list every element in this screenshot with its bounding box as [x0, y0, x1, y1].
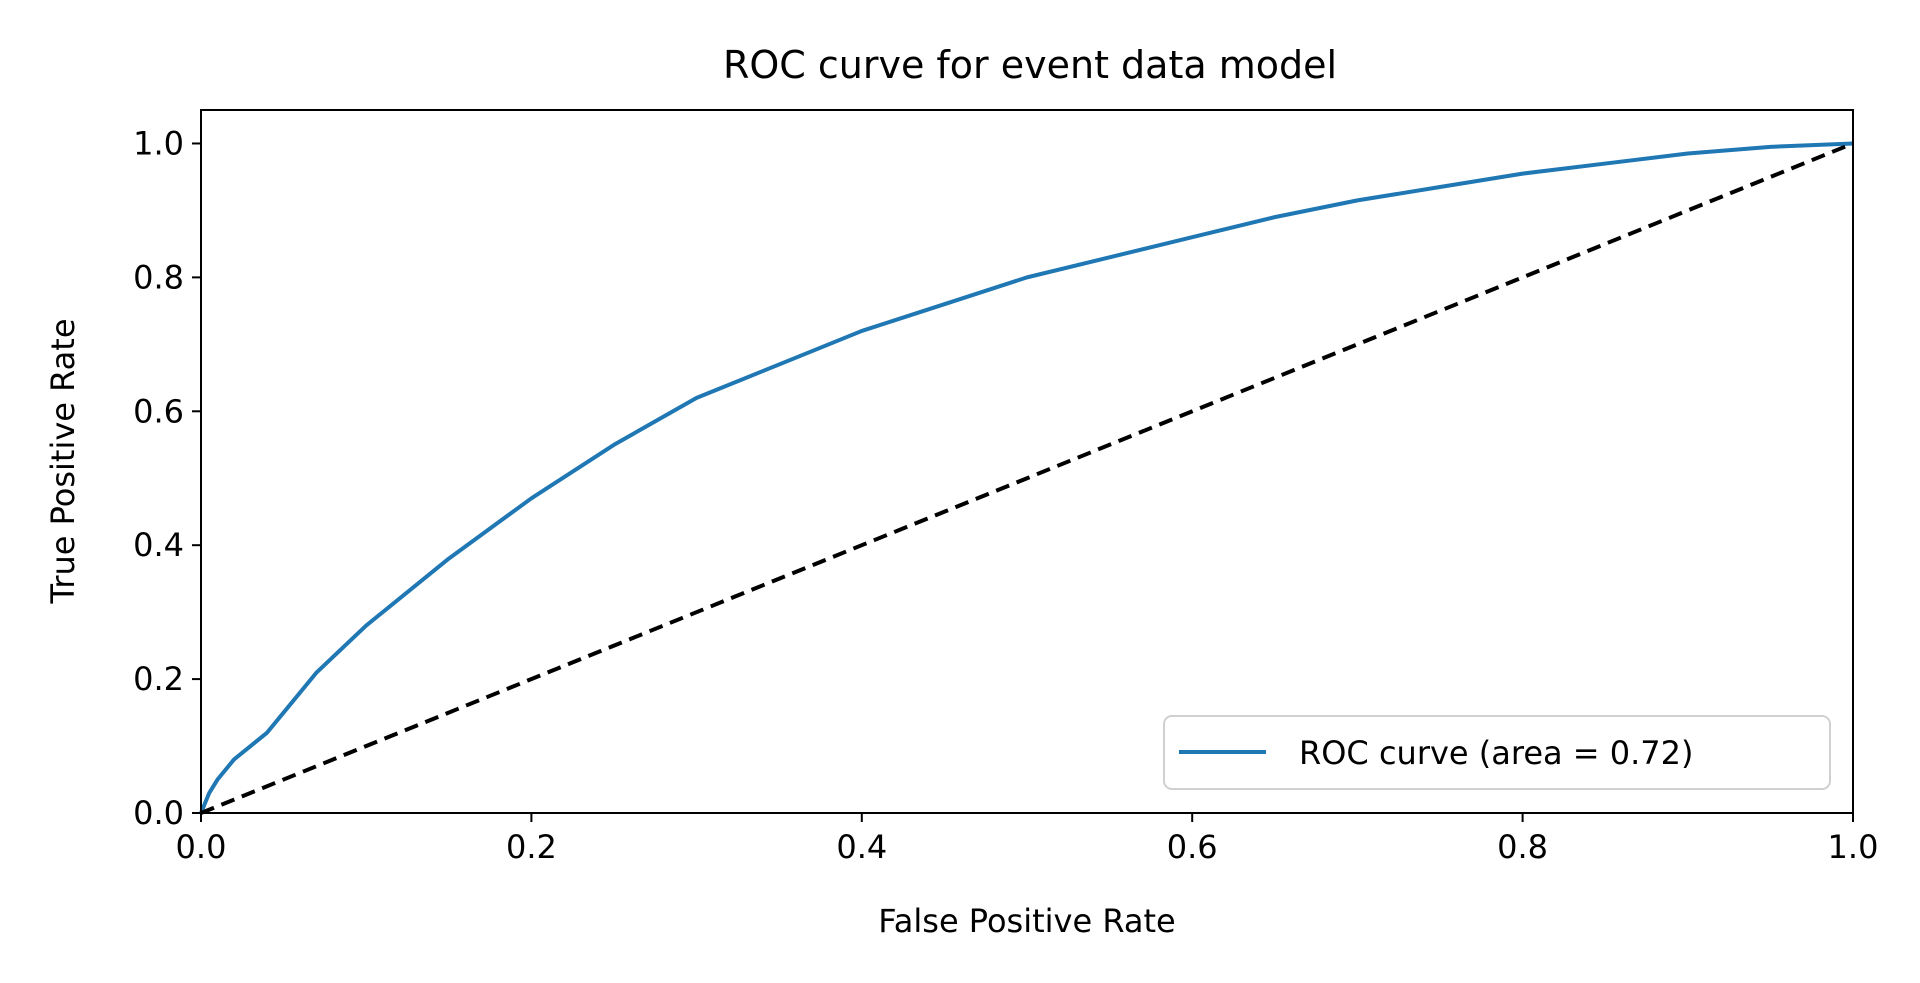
x-tick-label: 0.2 [506, 828, 557, 866]
y-axis-label: True Positive Rate [44, 318, 82, 604]
y-tick-label: 0.0 [133, 794, 184, 832]
legend-label: ROC curve (area = 0.72) [1299, 734, 1694, 772]
x-tick-label: 0.0 [176, 828, 227, 866]
y-axis: 0.0 0.2 0.4 0.6 0.8 1.0 [133, 124, 201, 832]
y-tick-label: 0.2 [133, 660, 184, 698]
roc-curve-line [199, 141, 1854, 814]
plot-area [199, 141, 1854, 815]
chance-diagonal-line [200, 141, 1854, 815]
x-tick-label: 0.6 [1167, 828, 1218, 866]
x-tick-label: 0.4 [836, 828, 887, 866]
chart-title: ROC curve for event data model [723, 43, 1337, 87]
y-tick-label: 0.8 [133, 258, 184, 296]
x-axis-label: False Positive Rate [878, 902, 1175, 940]
axes-frame [200, 109, 1854, 814]
legend-box [1163, 715, 1831, 790]
x-tick-label: 0.8 [1497, 828, 1548, 866]
legend: ROC curve (area = 0.72) [1163, 715, 1831, 790]
y-tick-label: 1.0 [133, 124, 184, 162]
y-tick-label: 0.6 [133, 392, 184, 430]
x-axis: 0.0 0.2 0.4 0.6 0.8 1.0 [176, 813, 1879, 866]
y-tick-label: 0.4 [133, 526, 184, 564]
x-tick-label: 1.0 [1828, 828, 1879, 866]
